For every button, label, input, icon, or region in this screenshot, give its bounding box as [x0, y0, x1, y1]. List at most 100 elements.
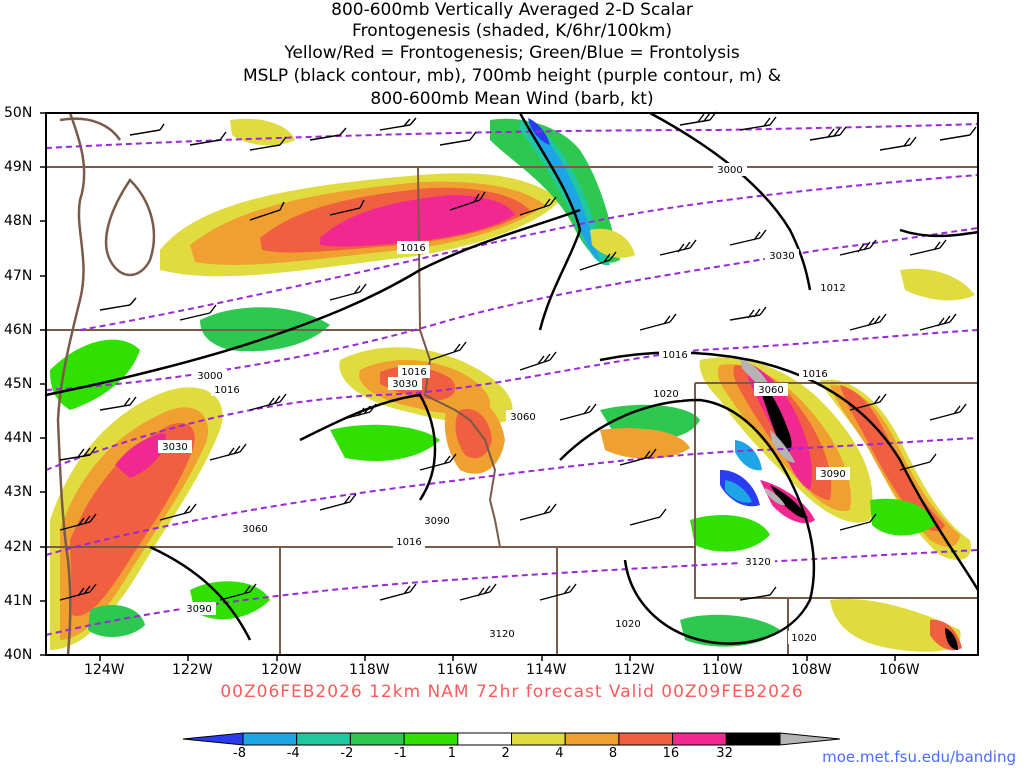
shade-black — [945, 628, 958, 650]
colorbar-swatch — [725, 732, 781, 746]
mslp-label: 1020 — [612, 617, 644, 630]
shade-black — [760, 380, 792, 452]
height-label: 3090 — [420, 514, 454, 527]
mslp-label: 1012 — [817, 281, 849, 294]
height-label: 3120 — [741, 555, 775, 568]
mslp-label-text: 1012 — [820, 283, 845, 294]
lat-label-47N: 47N — [4, 268, 33, 284]
shade-magenta — [320, 195, 515, 247]
lon-label-124W: 124W — [84, 662, 125, 678]
height-label-text: 3120 — [745, 557, 770, 568]
colorbar — [182, 732, 841, 746]
colorbar-label: -1 — [394, 746, 408, 761]
height-label-text: 3000 — [717, 165, 742, 176]
colorbar-label: 1 — [447, 746, 457, 761]
mslp-label-text: 1020 — [653, 389, 678, 400]
lat-label-48N: 48N — [4, 213, 33, 229]
shade-cyan — [725, 480, 752, 503]
colorbar-label: 8 — [608, 746, 618, 761]
lon-label-114W: 114W — [526, 662, 567, 678]
lat-label-43N: 43N — [4, 484, 33, 500]
lon-label-106W: 106W — [879, 662, 920, 678]
shade-yellow — [830, 599, 961, 652]
lat-label-50N: 50N — [4, 105, 33, 121]
colorbar-swatch — [242, 732, 298, 746]
mslp-label-text: 1016 — [214, 385, 239, 396]
mslp-label: 1016 — [398, 365, 430, 378]
shade-yellow — [900, 268, 975, 301]
colorbar-swatch — [349, 732, 405, 746]
mslp-label: 1016 — [397, 241, 429, 254]
mslp-label-text: 1016 — [401, 367, 426, 378]
colorbar-label: -2 — [340, 746, 354, 761]
shade-yellow — [590, 228, 635, 258]
shade-blue — [735, 440, 762, 471]
title-line-1: 800-600mb Vertically Averaged 2-D Scalar — [331, 0, 693, 20]
height-label-text: 3060 — [758, 385, 783, 396]
height-label-text: 3120 — [489, 629, 514, 640]
forecast-valid-time: 00Z06FEB2026 12km NAM 72hr forecast Vali… — [220, 682, 804, 702]
height-label-text: 3060 — [242, 524, 267, 535]
wind-barbs — [59, 111, 977, 601]
mslp-label: 1016 — [211, 383, 243, 396]
colorbar-low-arrow — [182, 732, 244, 746]
shade-red — [455, 409, 492, 459]
mslp-label: 1020 — [788, 631, 820, 644]
height-contours — [45, 123, 979, 636]
colorbar-label: 32 — [716, 746, 733, 761]
colorbar-high-arrow — [779, 732, 841, 746]
colorbar-swatch — [618, 732, 674, 746]
title-line-2: Frontogenesis (shaded, K/6hr/100km) — [352, 21, 672, 41]
height-label: 3060 — [754, 383, 788, 396]
contour-labels: 1016 1012 1016 1016 1016 1020 1016 1020 … — [158, 163, 850, 644]
colorbar-label: 16 — [662, 746, 680, 761]
height-label-text: 3090 — [186, 604, 211, 615]
height-label-text: 3000 — [197, 371, 222, 382]
height-label: 3000 — [193, 369, 227, 382]
state-borders — [46, 166, 978, 655]
mslp-label-text: 1016 — [802, 369, 827, 380]
colorbar-label: 2 — [501, 746, 510, 761]
shade-green — [680, 614, 780, 647]
colorbar-label: 4 — [555, 746, 564, 761]
lat-label-49N: 49N — [4, 159, 33, 175]
height-label: 3000 — [713, 163, 747, 176]
colorbar-label: -4 — [286, 746, 300, 761]
height-label-text: 3060 — [510, 412, 535, 423]
shade-black — [770, 485, 808, 519]
height-label: 3120 — [485, 627, 519, 640]
lat-label-42N: 42N — [4, 539, 33, 555]
height-label-text: 3090 — [424, 516, 449, 527]
height-label: 3090 — [182, 602, 216, 615]
shade-gray — [765, 488, 785, 506]
height-label: 3030 — [158, 440, 192, 453]
coastline — [56, 112, 156, 656]
lon-label-122W: 122W — [172, 662, 213, 678]
shade-orange — [600, 428, 690, 459]
lon-label-110W: 110W — [702, 662, 743, 678]
height-label: 3030 — [388, 377, 422, 390]
lat-label-44N: 44N — [4, 430, 33, 446]
shade-magenta — [115, 433, 166, 478]
height-label-text: 3030 — [162, 442, 187, 453]
lon-label-116W: 116W — [437, 662, 478, 678]
source-credit: moe.met.fsu.edu/banding — [822, 748, 1016, 766]
title-line-3: Yellow/Red = Frontogenesis; Green/Blue =… — [284, 43, 740, 63]
shade-green — [50, 339, 140, 410]
lon-label-120W: 120W — [261, 662, 302, 678]
colorbar-swatch — [672, 732, 727, 746]
lon-label-112W: 112W — [614, 662, 655, 678]
lat-label-40N: 40N — [4, 647, 33, 663]
height-label: 3060 — [238, 522, 272, 535]
height-label-text: 3030 — [392, 379, 417, 390]
height-label-text: 3090 — [820, 469, 845, 480]
height-label: 3030 — [765, 249, 799, 262]
shade-yellow — [230, 118, 295, 146]
shade-gray — [770, 430, 795, 463]
height-label: 3090 — [816, 467, 850, 480]
mslp-label: 1016 — [393, 535, 425, 548]
shade-green — [330, 424, 440, 461]
colorbar-swatch — [403, 732, 459, 746]
mslp-label: 1016 — [799, 367, 831, 380]
lat-label-41N: 41N — [4, 593, 33, 609]
